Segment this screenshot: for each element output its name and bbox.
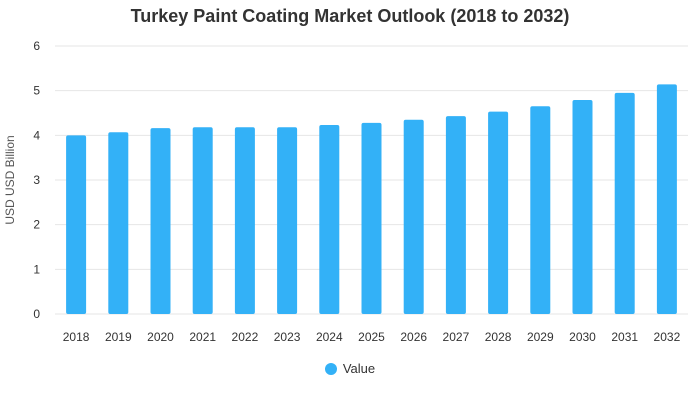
- legend-marker-value: [324, 362, 337, 375]
- bar-2023: [277, 127, 298, 314]
- y-tick-label-0: 0: [33, 307, 40, 321]
- y-tick-label-1: 1: [33, 262, 40, 276]
- x-tick-label-2019: 2019: [105, 330, 132, 344]
- x-tick-label-2032: 2032: [654, 330, 681, 344]
- bar-2019: [108, 132, 129, 314]
- x-tick-label-2024: 2024: [316, 330, 343, 344]
- bar-2022: [234, 127, 255, 314]
- bar-2029: [530, 106, 551, 314]
- bar-2024: [319, 125, 340, 314]
- y-tick-label-2: 2: [33, 218, 40, 232]
- x-tick-label-2025: 2025: [358, 330, 385, 344]
- bar-2021: [192, 127, 213, 314]
- x-tick-label-2022: 2022: [232, 330, 259, 344]
- y-tick-label-4: 4: [33, 128, 40, 142]
- bar-2030: [572, 100, 593, 315]
- bar-2020: [150, 128, 171, 314]
- bar-2025: [361, 122, 382, 315]
- x-tick-label-2018: 2018: [63, 330, 90, 344]
- x-tick-label-2020: 2020: [147, 330, 174, 344]
- bar-2031: [614, 92, 635, 315]
- x-tick-label-2029: 2029: [527, 330, 554, 344]
- bar-2028: [488, 111, 509, 314]
- chart-title: Turkey Paint Coating Market Outlook (201…: [130, 6, 570, 26]
- x-tick-label-2031: 2031: [611, 330, 638, 344]
- y-tick-label-6: 6: [33, 39, 40, 53]
- x-tick-label-2026: 2026: [400, 330, 427, 344]
- bar-2018: [66, 135, 87, 314]
- y-tick-label-5: 5: [33, 84, 40, 98]
- y-tick-label-3: 3: [33, 173, 40, 187]
- x-tick-label-2028: 2028: [485, 330, 512, 344]
- legend-label-value: Value: [342, 361, 376, 377]
- x-tick-label-2027: 2027: [443, 330, 470, 344]
- legend[interactable]: Value: [0, 360, 700, 376]
- bar-2032: [656, 84, 677, 314]
- x-tick-label-2021: 2021: [189, 330, 216, 344]
- bar-2026: [403, 119, 424, 314]
- x-tick-label-2023: 2023: [274, 330, 301, 344]
- x-tick-label-2030: 2030: [569, 330, 596, 344]
- bar-2027: [445, 116, 466, 314]
